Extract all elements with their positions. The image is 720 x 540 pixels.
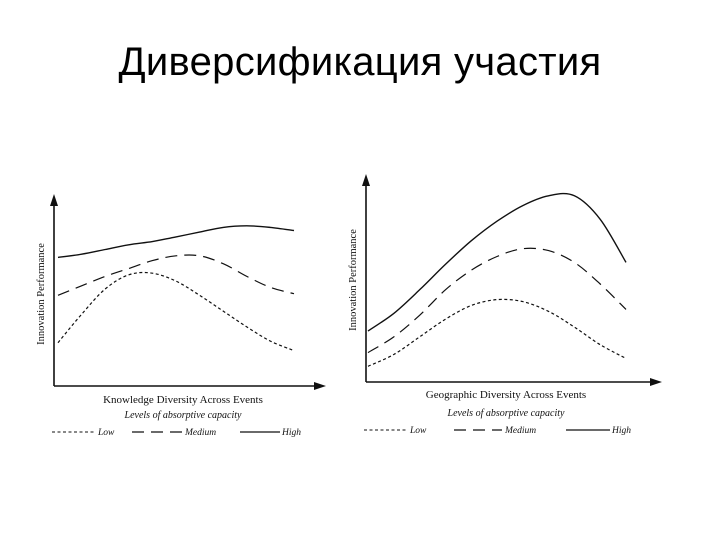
x-axis-label: Geographic Diversity Across Events xyxy=(426,389,586,401)
series-line-high xyxy=(367,192,627,332)
y-axis-arrow-icon xyxy=(50,194,58,206)
legend-label-medium: Medium xyxy=(504,426,536,436)
y-axis-arrow-icon xyxy=(362,174,370,186)
series-line-low xyxy=(367,298,627,367)
axes xyxy=(50,194,326,390)
chart-svg-2: Innovation Performance Geographic Divers… xyxy=(348,174,662,436)
x-axis-arrow-icon xyxy=(314,382,326,390)
x-axis-label: Knowledge Diversity Across Events xyxy=(103,394,263,406)
legend-label-low: Low xyxy=(97,428,115,438)
series-line-low xyxy=(57,271,295,352)
chart-geographic-diversity: Innovation Performance Geographic Divers… xyxy=(340,170,670,450)
x-axis-arrow-icon xyxy=(650,378,662,386)
legend: Low Medium High xyxy=(52,428,301,438)
legend-label-medium: Medium xyxy=(184,428,216,438)
legend-label-low: Low xyxy=(409,426,427,436)
plot-area xyxy=(57,225,295,352)
y-axis-label: Innovation Performance xyxy=(348,229,359,331)
series-line-medium xyxy=(367,247,627,354)
legend-label-high: High xyxy=(611,426,631,436)
legend: Low Medium High xyxy=(364,426,631,436)
plot-area xyxy=(367,192,627,367)
slide-title: Диверсификация участия xyxy=(118,40,602,84)
legend-title: Levels of absorptive capacity xyxy=(124,410,242,421)
legend-label-high: High xyxy=(281,428,301,438)
series-line-medium xyxy=(57,254,295,296)
series-line-high xyxy=(57,225,295,259)
legend-title: Levels of absorptive capacity xyxy=(447,408,565,419)
y-axis-label: Innovation Performance xyxy=(36,243,47,345)
chart-knowledge-diversity: Innovation Performance Knowledge Diversi… xyxy=(28,190,328,450)
chart-svg-1: Innovation Performance Knowledge Diversi… xyxy=(36,194,326,438)
axes xyxy=(362,174,662,386)
